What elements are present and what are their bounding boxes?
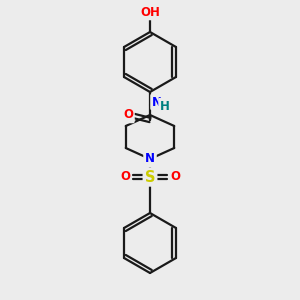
Text: O: O xyxy=(120,170,130,184)
Text: N: N xyxy=(145,152,155,166)
Text: O: O xyxy=(123,109,133,122)
Text: N: N xyxy=(152,95,162,109)
Text: S: S xyxy=(145,169,155,184)
Text: OH: OH xyxy=(140,5,160,19)
Text: H: H xyxy=(160,100,170,112)
Text: O: O xyxy=(170,170,180,184)
